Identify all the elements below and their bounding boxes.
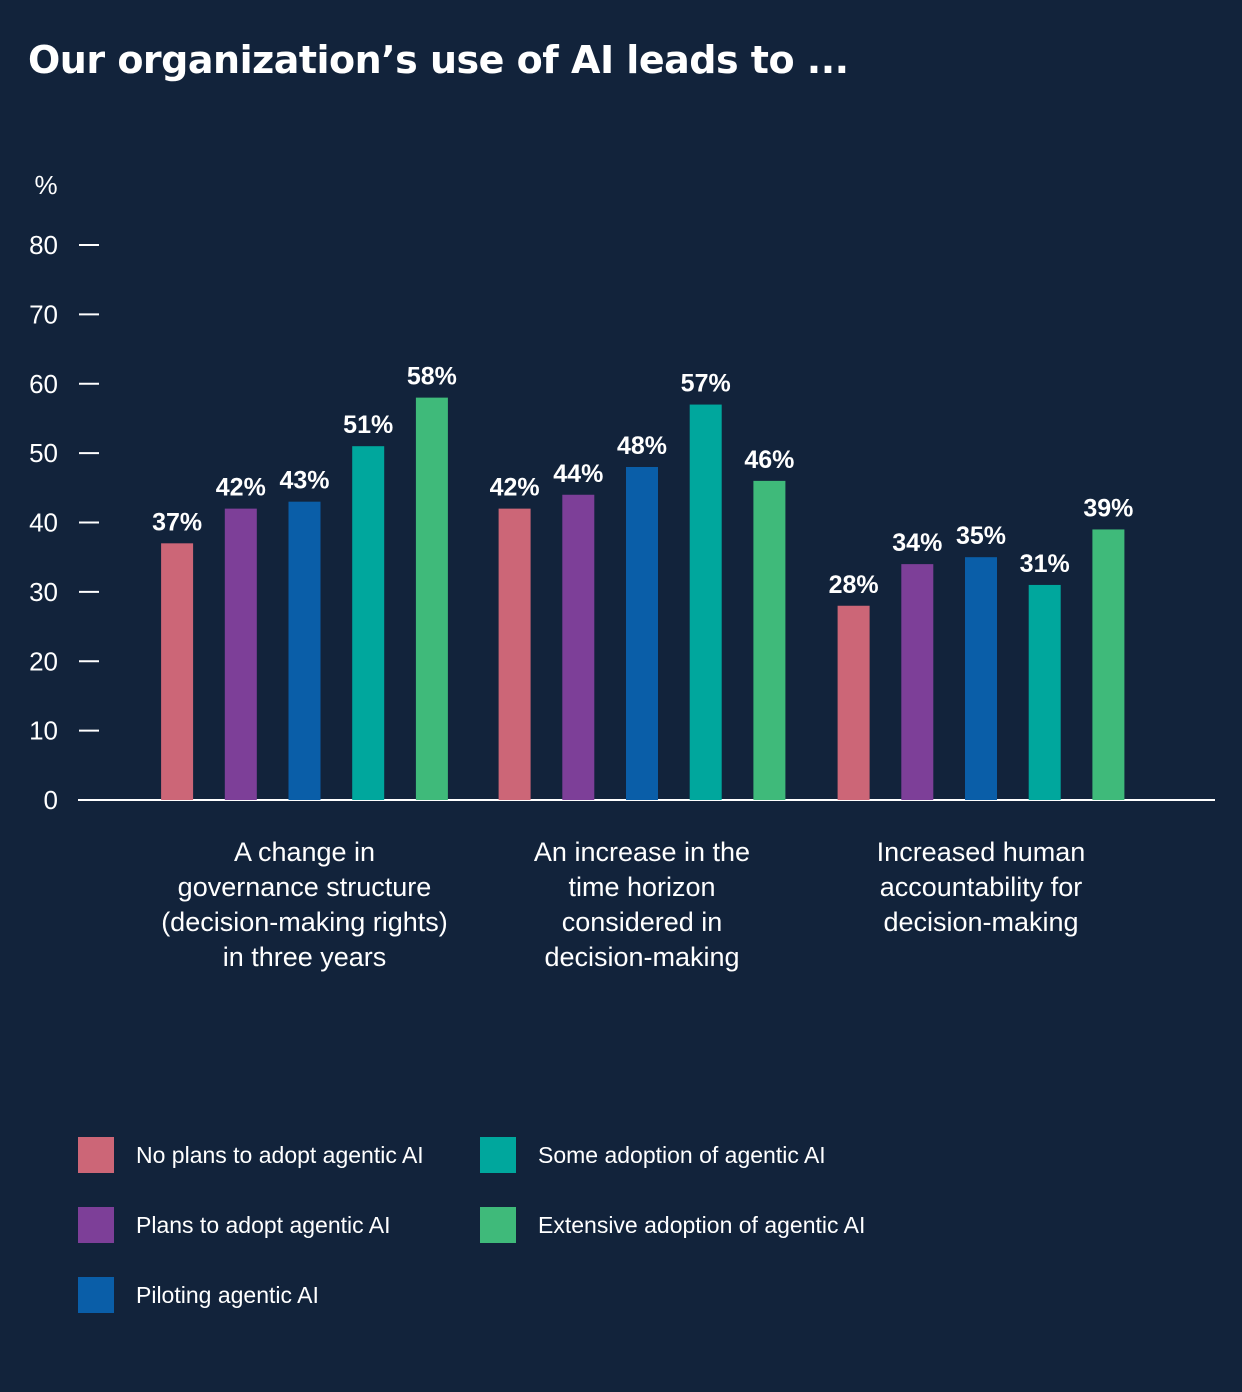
data-label: 37% (152, 508, 202, 536)
legend-label: Piloting agentic AI (136, 1281, 319, 1308)
y-tick-label: 40 (29, 508, 58, 538)
data-label: 58% (407, 363, 457, 391)
y-tick-label: 10 (29, 716, 58, 746)
y-tick-label: 0 (44, 785, 58, 815)
x-category-label: considered in (562, 907, 723, 937)
bar (901, 564, 934, 800)
bar (224, 508, 257, 800)
bar (753, 480, 786, 800)
data-label: 57% (681, 370, 731, 398)
x-category-label: decision-making (544, 942, 739, 972)
x-category-label: A change in (234, 837, 375, 867)
y-tick-label: 70 (29, 299, 58, 329)
y-tick-label: 20 (29, 646, 58, 676)
legend-swatch (480, 1207, 516, 1243)
legend-swatch (78, 1277, 114, 1313)
bar (415, 397, 448, 800)
legend-item: Extensive adoption of agentic AI (480, 1207, 865, 1243)
data-label: 42% (216, 474, 266, 502)
bar (562, 494, 595, 800)
x-category-label: Increased human (877, 837, 1086, 867)
bar (1092, 529, 1125, 800)
data-label: 34% (892, 529, 942, 557)
bar (352, 446, 385, 800)
data-label: 35% (956, 522, 1006, 550)
bar (626, 467, 658, 800)
x-category-label: time horizon (568, 872, 715, 902)
legend-label: No plans to adopt agentic AI (136, 1141, 424, 1168)
legend-item: Some adoption of agentic AI (480, 1137, 826, 1173)
x-category-label: in three years (223, 942, 387, 972)
y-tick-label: 80 (29, 230, 58, 260)
x-category-label: An increase in the (534, 837, 750, 867)
x-category-label: accountability for (880, 872, 1083, 902)
data-label: 43% (279, 467, 329, 495)
legend-item: No plans to adopt agentic AI (78, 1137, 424, 1173)
x-category-label: (decision-making rights) (161, 907, 448, 937)
y-tick-label: 50 (29, 438, 58, 468)
y-axis-label: % (34, 170, 57, 200)
data-label: 28% (829, 571, 879, 599)
chart-title: Our organization’s use of AI leads to ..… (28, 38, 849, 82)
data-label: 51% (343, 411, 393, 439)
legend-item: Piloting agentic AI (78, 1277, 319, 1313)
x-category-label: decision-making (883, 907, 1078, 937)
data-label: 48% (617, 432, 667, 460)
bar (288, 501, 321, 800)
bar (498, 508, 531, 800)
data-label: 31% (1020, 550, 1070, 578)
bar (1028, 584, 1061, 800)
y-tick-label: 30 (29, 577, 58, 607)
bar (965, 557, 997, 800)
data-label: 42% (490, 474, 540, 502)
data-label: 39% (1083, 494, 1133, 522)
bar-chart: % 0 10 20 30 40 50 60 70 80 37% 42% 43% 51% 58% A chang… (29, 170, 1215, 972)
bar (837, 605, 870, 800)
legend-swatch (78, 1207, 114, 1243)
x-category-label: governance structure (178, 872, 432, 902)
bar (689, 404, 722, 800)
legend-swatch (480, 1137, 516, 1173)
data-label: 46% (744, 446, 794, 474)
legend-label: Plans to adopt agentic AI (136, 1211, 391, 1238)
bar (161, 543, 194, 800)
y-tick-label: 60 (29, 369, 58, 399)
data-label: 44% (553, 460, 603, 488)
legend-label: Extensive adoption of agentic AI (538, 1211, 866, 1238)
legend-item: Plans to adopt agentic AI (78, 1207, 390, 1243)
legend-swatch (78, 1137, 114, 1173)
legend-label: Some adoption of agentic AI (538, 1141, 826, 1168)
